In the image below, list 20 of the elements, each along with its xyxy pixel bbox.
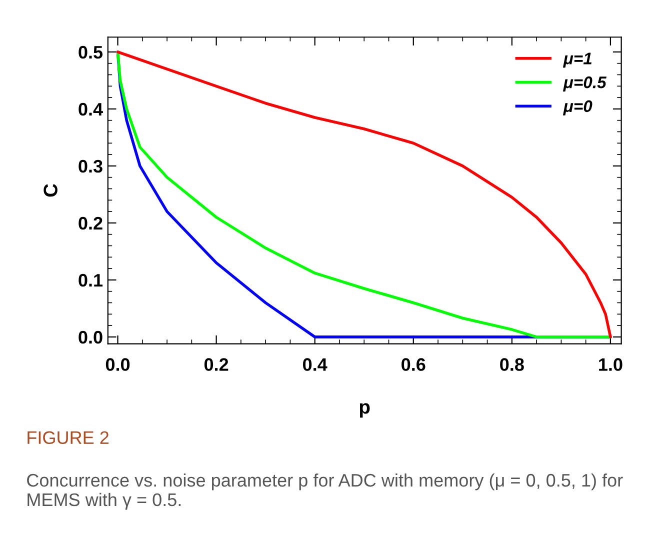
x-tick-label: 0.2 (204, 358, 228, 371)
x-tick-label: 0.4 (303, 358, 328, 371)
line-series (116, 50, 612, 338)
y-tick-label: 0.0 (78, 330, 102, 344)
x-tick-label: 0.8 (500, 358, 524, 371)
y-tick-label: 0.4 (78, 102, 103, 116)
caption: FIGURE 2 (28, 431, 109, 444)
text: Concurrence vs. noise parameter p for ADC with memory (μ = 0, 0.5, 1) for MEMS with γ = 0.5. (27, 473, 623, 510)
y-axis-title: C (44, 184, 58, 197)
y-tick-label: 0.2 (78, 216, 102, 230)
legend-label: μ=1 (562, 52, 592, 68)
y-tick-label: 0.3 (78, 160, 102, 173)
y-tick-label: 0.1 (78, 274, 103, 287)
x-tick-label: 0.0 (106, 358, 130, 371)
x-tick-label: 0.6 (402, 358, 426, 371)
x-axis-title: p (360, 403, 370, 418)
x-tick-label: 1.0 (599, 358, 622, 371)
legend-label: μ=0 (562, 100, 592, 116)
legend-label: μ=0.5 (562, 76, 606, 92)
y-tick-label: 0.5 (78, 46, 103, 59)
